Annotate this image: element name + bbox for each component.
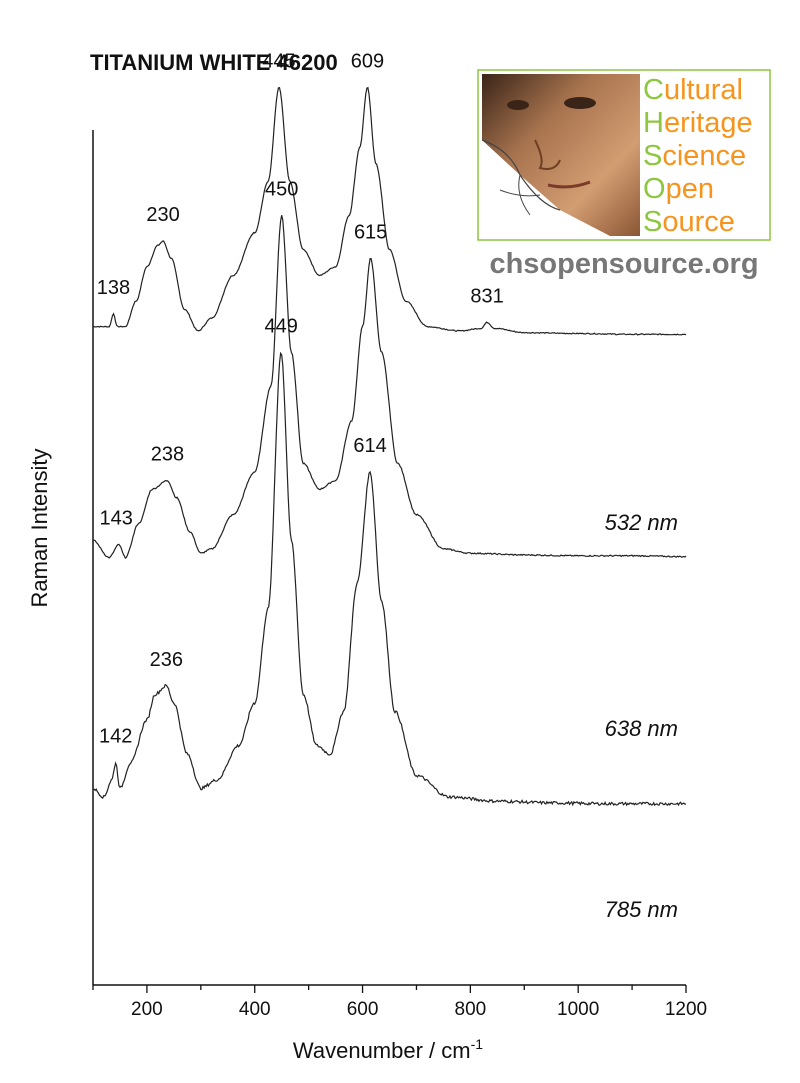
portrait-image — [481, 74, 640, 236]
peak-label: 450 — [265, 179, 298, 201]
logo-word: Cultural — [643, 74, 743, 106]
peak-label: 831 — [470, 285, 503, 307]
peak-labels: 138 230 445 609 831 143 238 450 615 142 236 449 614 — [97, 50, 504, 747]
logo-url: chsopensource.org — [489, 248, 758, 280]
x-tick-label: 400 — [239, 999, 271, 1020]
peak-label: 615 — [354, 221, 387, 243]
peak-label: 230 — [146, 204, 179, 226]
logo-word: Heritage — [643, 107, 753, 139]
series-line — [92, 351, 687, 807]
x-tick-label: 200 — [131, 999, 163, 1020]
x-ticks — [92, 985, 687, 993]
chart-title: TITANIUM WHITE 46200 — [90, 50, 338, 75]
series-line — [92, 86, 687, 336]
series-label: 785 nm — [605, 897, 678, 922]
x-tick-label: 1200 — [665, 999, 707, 1020]
series-label: 532 nm — [605, 510, 678, 535]
peak-label: 614 — [353, 435, 386, 457]
logo-word: Science — [643, 140, 746, 172]
peak-label: 238 — [151, 444, 184, 466]
peak-label: 449 — [264, 315, 297, 337]
logo-word: Source — [643, 206, 735, 238]
x-tick-labels: 200 400 600 800 1000 1200 — [131, 999, 707, 1020]
series-line — [92, 215, 687, 559]
series-label: 638 nm — [605, 716, 678, 741]
laser-labels: 532 nm 638 nm 785 nm — [605, 510, 678, 922]
x-tick-label: 800 — [455, 999, 487, 1020]
y-axis-label: Raman Intensity — [27, 449, 52, 608]
peak-label: 445 — [262, 50, 295, 72]
peak-label: 236 — [150, 649, 183, 671]
x-tick-label: 1000 — [557, 999, 599, 1020]
series-layer — [92, 86, 687, 807]
peak-label: 138 — [97, 277, 130, 299]
x-axis-label: Wavenumber / cm-1 — [293, 1036, 483, 1063]
peak-label: 609 — [351, 50, 384, 72]
x-tick-label: 600 — [347, 999, 379, 1020]
peak-label: 143 — [99, 508, 132, 530]
logo-word: Open — [643, 173, 714, 205]
peak-label: 142 — [99, 726, 132, 748]
